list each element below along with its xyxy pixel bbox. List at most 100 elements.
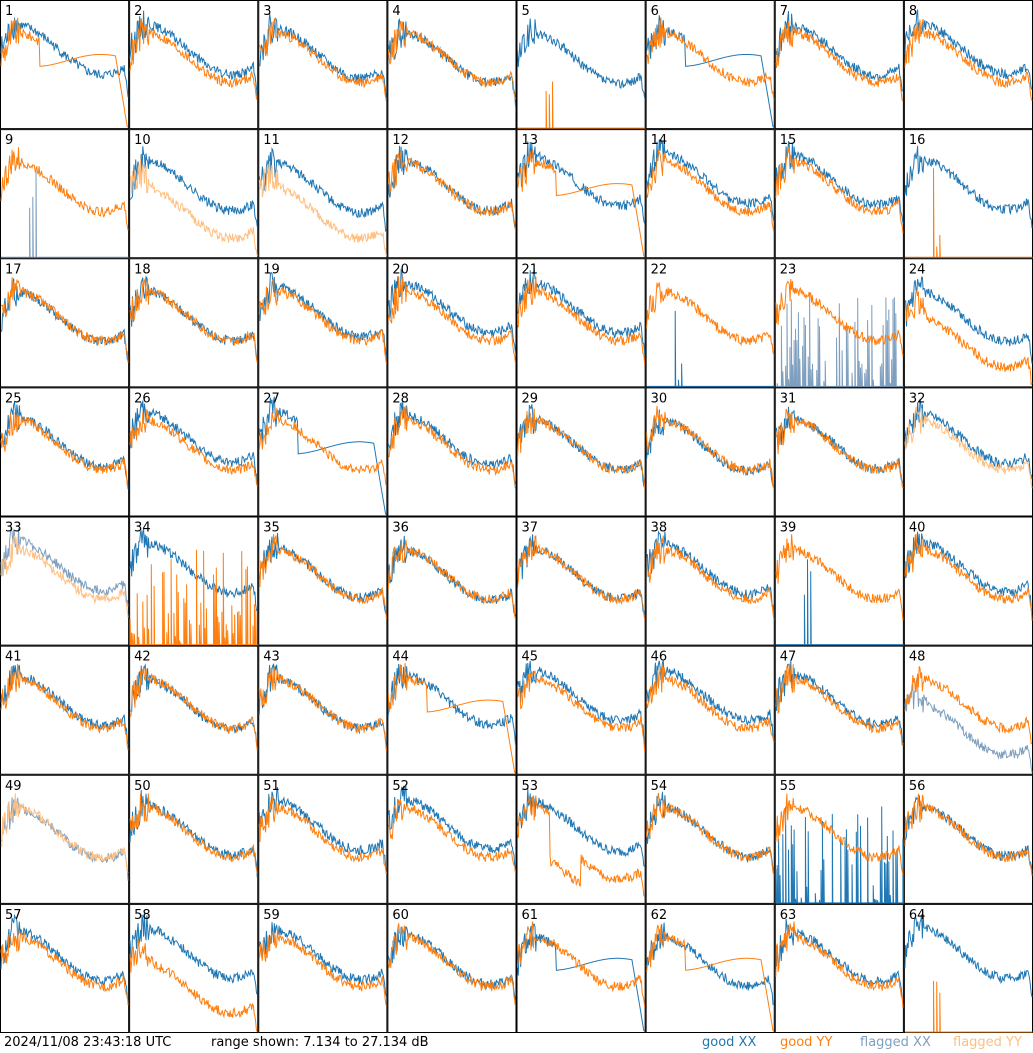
xx-trace bbox=[129, 10, 258, 98]
panel-label: 40 bbox=[909, 521, 926, 536]
xx-trace bbox=[775, 141, 904, 224]
panel-label: 10 bbox=[134, 133, 151, 148]
panel-label: 12 bbox=[392, 133, 409, 148]
yy-trace bbox=[904, 666, 1033, 745]
panel-label: 7 bbox=[780, 4, 788, 19]
yy-trace bbox=[517, 81, 646, 129]
yy-trace bbox=[775, 663, 904, 746]
panel-label: 60 bbox=[392, 908, 409, 923]
xx-trace bbox=[646, 139, 775, 222]
yy-trace bbox=[258, 928, 387, 1007]
yy-trace bbox=[646, 664, 775, 743]
yy-trace bbox=[517, 535, 646, 620]
range-label: range shown: 7.134 to 27.134 dB bbox=[211, 1035, 429, 1050]
panel-label: 43 bbox=[263, 650, 280, 665]
yy-trace bbox=[517, 921, 646, 1007]
panel-frame bbox=[387, 516, 517, 646]
yy-trace bbox=[775, 793, 904, 876]
panel-frame bbox=[516, 129, 646, 259]
yy-trace bbox=[258, 407, 387, 487]
panel-frame bbox=[258, 258, 388, 388]
xx-trace bbox=[517, 534, 646, 617]
yy-trace bbox=[0, 147, 129, 231]
xx-trace bbox=[904, 531, 1033, 611]
panel-label: 26 bbox=[134, 391, 151, 406]
xx-trace bbox=[258, 271, 387, 357]
xx-trace bbox=[904, 145, 1033, 229]
panel-label: 55 bbox=[780, 779, 797, 794]
panel-label: 41 bbox=[5, 650, 22, 665]
yy-trace bbox=[0, 928, 129, 1006]
xx-trace bbox=[904, 678, 1033, 773]
yy-trace bbox=[129, 157, 258, 257]
panel-label: 44 bbox=[392, 650, 409, 665]
xx-trace bbox=[258, 922, 387, 997]
panel-label: 52 bbox=[392, 779, 409, 794]
panel-label: 45 bbox=[522, 650, 539, 665]
xx-trace bbox=[387, 145, 516, 229]
panel-label: 31 bbox=[780, 391, 797, 406]
panel-frame bbox=[387, 258, 517, 388]
yy-trace bbox=[387, 276, 516, 365]
panel-label: 61 bbox=[522, 908, 539, 923]
yy-trace bbox=[258, 796, 387, 874]
panel-frame bbox=[129, 258, 259, 388]
yy-trace bbox=[775, 534, 904, 621]
panel-frame bbox=[774, 645, 904, 775]
yy-trace bbox=[258, 17, 387, 100]
panel-label: 25 bbox=[5, 391, 22, 406]
panel-frame bbox=[516, 903, 646, 1033]
yy-trace bbox=[517, 670, 646, 752]
panel-frame bbox=[387, 129, 517, 259]
xx-trace bbox=[775, 10, 903, 92]
panel-label: 32 bbox=[909, 391, 926, 406]
panel-label: 56 bbox=[909, 779, 926, 794]
xx-trace bbox=[387, 268, 516, 354]
yy-trace bbox=[775, 408, 904, 489]
panel-label: 2 bbox=[134, 4, 142, 19]
panel-frame bbox=[903, 516, 1033, 646]
yy-trace bbox=[387, 539, 516, 620]
xx-trace bbox=[387, 535, 516, 618]
xx-trace bbox=[387, 785, 516, 873]
panel-frame bbox=[258, 129, 388, 259]
panel-label: 36 bbox=[392, 521, 409, 536]
legend-good-xx: good XX bbox=[702, 1035, 757, 1050]
yy-trace bbox=[0, 534, 129, 618]
yy-trace bbox=[258, 667, 387, 752]
panel-label: 3 bbox=[263, 4, 271, 19]
xx-trace bbox=[387, 401, 516, 489]
yy-trace bbox=[646, 405, 775, 488]
xx-trace bbox=[646, 660, 775, 742]
yy-trace bbox=[775, 921, 904, 1008]
xx-trace bbox=[517, 923, 645, 1032]
xx-trace bbox=[775, 918, 904, 1001]
panel-frame bbox=[129, 129, 259, 259]
panel-frame bbox=[516, 774, 646, 904]
xx-trace bbox=[775, 660, 904, 746]
xx-trace bbox=[259, 13, 387, 102]
panel-label: 16 bbox=[909, 133, 926, 148]
xx-trace bbox=[0, 913, 129, 999]
yy-trace bbox=[0, 793, 129, 874]
panel-label: 4 bbox=[392, 4, 400, 19]
panel-label: 22 bbox=[651, 262, 668, 277]
xx-trace bbox=[904, 276, 1033, 364]
yy-trace bbox=[387, 799, 516, 875]
panel-label: 1 bbox=[5, 4, 13, 19]
panel-frame bbox=[387, 645, 517, 775]
xx-trace bbox=[258, 787, 387, 874]
yy-trace bbox=[258, 277, 387, 364]
yy-trace bbox=[129, 939, 258, 1032]
panel-label: 8 bbox=[909, 4, 917, 19]
panel-frame bbox=[645, 387, 775, 517]
yy-trace bbox=[517, 276, 646, 365]
panel-frame bbox=[774, 387, 904, 517]
xx-trace bbox=[258, 147, 387, 233]
xx-trace bbox=[0, 401, 129, 490]
panel-label: 34 bbox=[134, 521, 151, 536]
xx-trace bbox=[646, 791, 775, 872]
panel-label: 6 bbox=[651, 4, 659, 19]
panel-label: 64 bbox=[909, 908, 926, 923]
yy-trace bbox=[129, 793, 258, 874]
